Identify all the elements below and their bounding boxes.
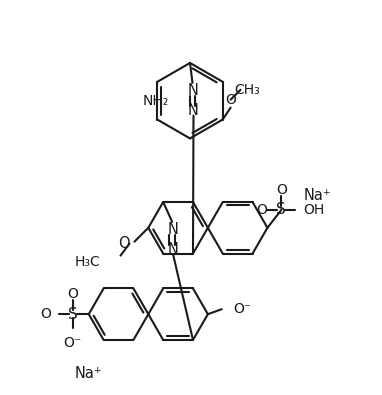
- Text: NH₂: NH₂: [142, 94, 168, 107]
- Text: O⁻: O⁻: [234, 302, 252, 316]
- Text: N: N: [188, 83, 199, 98]
- Text: S: S: [277, 202, 286, 217]
- Text: O: O: [256, 203, 267, 217]
- Text: N: N: [168, 242, 178, 257]
- Text: Na⁺: Na⁺: [303, 188, 331, 203]
- Text: O⁻: O⁻: [64, 336, 82, 350]
- Text: O: O: [68, 287, 78, 301]
- Text: O: O: [118, 236, 129, 251]
- Text: OH: OH: [303, 203, 324, 217]
- Text: CH₃: CH₃: [235, 83, 261, 97]
- Text: O: O: [40, 307, 51, 321]
- Text: N: N: [168, 222, 178, 237]
- Text: H₃C: H₃C: [75, 254, 101, 269]
- Text: S: S: [68, 307, 78, 322]
- Text: Na⁺: Na⁺: [75, 366, 102, 381]
- Text: N: N: [188, 103, 199, 118]
- Text: O: O: [276, 183, 287, 197]
- Text: O: O: [225, 93, 236, 107]
